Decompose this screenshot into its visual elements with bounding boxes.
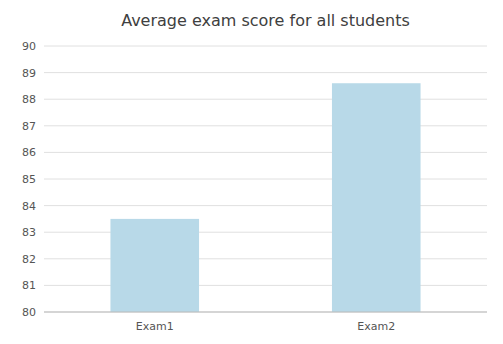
grid-line: [44, 72, 487, 73]
x-tick-label: Exam1: [136, 320, 174, 333]
y-tick-label: 81: [22, 279, 36, 292]
page: {"chart_data": {"type": "bar", "title": …: [0, 0, 503, 344]
y-tick-label: 87: [22, 120, 36, 133]
grid-line: [44, 312, 487, 313]
bars: [110, 83, 420, 312]
y-tick-label: 88: [22, 93, 36, 106]
x-axis-line: [44, 312, 487, 313]
grid: [44, 46, 487, 312]
bar: [332, 83, 421, 312]
y-tick-label: 85: [22, 173, 36, 186]
bar: [110, 219, 199, 312]
y-tick-label: 80: [22, 306, 36, 319]
y-tick-label: 82: [22, 253, 36, 266]
y-tick-label: 84: [22, 200, 36, 213]
y-tick-label: 89: [22, 67, 36, 80]
y-tick-label: 90: [22, 40, 36, 53]
title: Average exam score for all students: [121, 11, 410, 30]
chart-svg: Average exam score for all students 80 81 8…: [0, 0, 503, 344]
grid-line: [44, 46, 487, 47]
x-tick-label: Exam2: [357, 320, 395, 333]
y-tick-label: 86: [22, 146, 36, 159]
y-tick-label: 83: [22, 226, 36, 239]
chart-container: Average exam score for all students 80 81 8…: [0, 0, 503, 344]
